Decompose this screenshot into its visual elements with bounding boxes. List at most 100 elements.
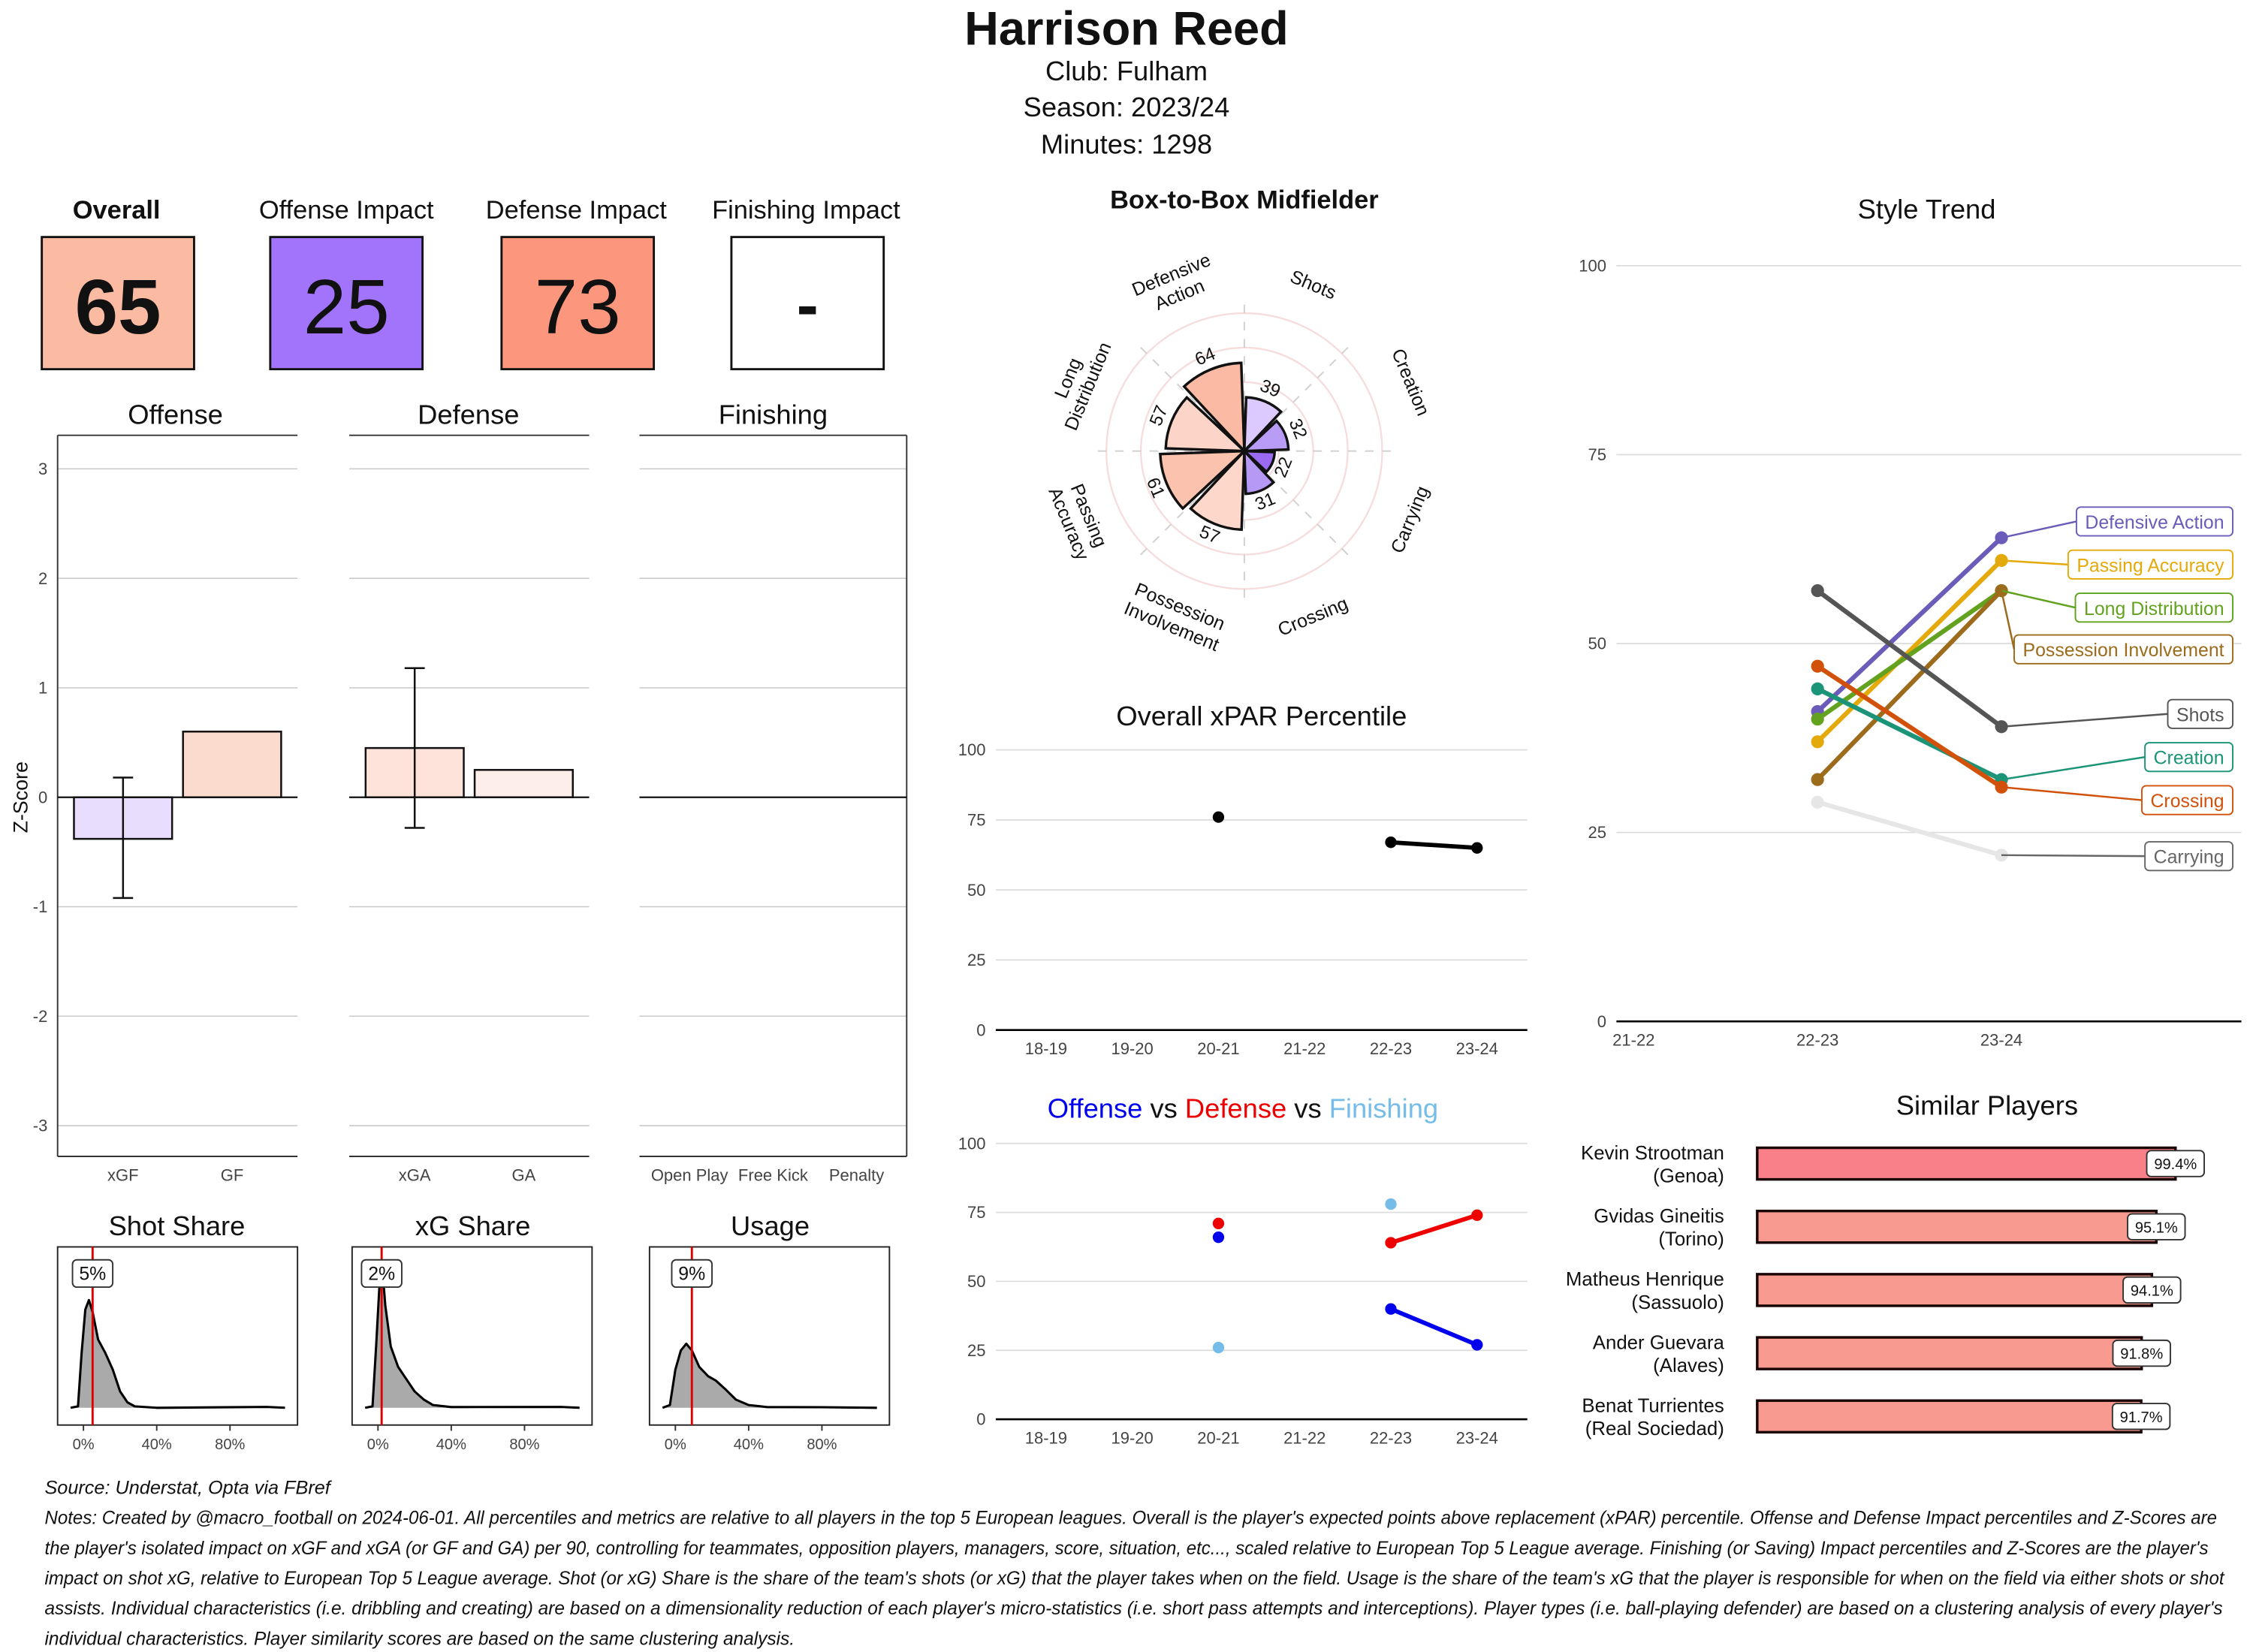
similar-players-chart: Similar Players Kevin Strootman(Genoa) 99… (1566, 1090, 2206, 1439)
x-tick-label: 40% (734, 1436, 764, 1453)
y-tick-label: -3 (33, 1117, 48, 1135)
x-tick-label: 80% (807, 1436, 837, 1453)
impact-box (269, 236, 424, 371)
x-tick-label: 20-21 (1197, 1039, 1239, 1058)
data-point (1212, 1231, 1225, 1244)
panel-frame (648, 1246, 891, 1426)
y-tick-label: 50 (1588, 635, 1606, 653)
player-name: Kevin Strootman (1581, 1143, 1724, 1164)
radar-category-label: LongDistribution (1041, 331, 1116, 434)
impact-value: 25 (303, 263, 390, 350)
panel-frame (351, 1246, 593, 1426)
y-tick-label: 100 (1579, 257, 1606, 276)
data-point (1811, 659, 1824, 673)
player-club: (Alaves) (1653, 1355, 1724, 1376)
similarity-bar (1756, 1146, 2177, 1181)
radar-category-line: Shots (1287, 266, 1339, 303)
x-tick-label: xGA (399, 1166, 431, 1185)
series-line-shots (1815, 588, 2004, 729)
footer: Source: Understat, Opta via FBref Notes:… (44, 1478, 2224, 1650)
impact-offense: Offense Impact 25 (259, 196, 434, 371)
data-point (1385, 1303, 1397, 1315)
trend-title: Style Trend (1858, 194, 1996, 225)
impact-box (730, 236, 885, 371)
data-point (1471, 1209, 1483, 1221)
radar-value-label: 32 (1285, 416, 1311, 442)
y-tick-label: 25 (967, 951, 985, 969)
label-leader-line (2001, 713, 2168, 728)
x-tick-label: 80% (215, 1436, 245, 1453)
data-point (1212, 811, 1225, 823)
player-name: Gvidas Gineitis (1594, 1206, 1724, 1227)
data-point (1811, 773, 1824, 786)
y-tick-label: 0 (1597, 1012, 1606, 1031)
series-line-defense (1389, 1213, 1479, 1245)
x-tick-label: 23-24 (1456, 1039, 1498, 1058)
facet-title-offense: Offense (128, 399, 223, 430)
density-curve (70, 1298, 285, 1409)
radar-category-line: Creation (1387, 345, 1434, 419)
y-axis-label: Z-Score (10, 761, 32, 833)
style-trend-chart: Style Trend 0 25 50 75 100 21-22 22-23 23-24 Def… (1579, 194, 2242, 1050)
data-point (1212, 1341, 1225, 1354)
series-label-carrying: Carrying (2154, 847, 2224, 868)
x-tick-label: 19-20 (1111, 1039, 1154, 1058)
impact-label: Finishing Impact (712, 196, 900, 225)
x-tick-label: 23-24 (1980, 1031, 2022, 1050)
radar-category-label: PossessionInvolvement (1121, 577, 1231, 656)
data-point (1385, 1198, 1397, 1210)
impact-label: Offense Impact (259, 196, 434, 225)
xpar-title: Overall xPAR Percentile (1116, 701, 1407, 731)
radar-title: Box-to-Box Midfielder (1110, 185, 1379, 214)
series-line-crossing (1815, 664, 2004, 790)
radar-bar-possession-involvement (1189, 448, 1246, 532)
bar-GF (182, 731, 282, 798)
title-vs: vs (1286, 1093, 1329, 1123)
player-club: (Sassuolo) (1631, 1292, 1724, 1313)
label-leader-line (2000, 590, 2016, 650)
data-point (1811, 795, 1824, 809)
radar-bar-shots (1242, 396, 1283, 455)
bar-GA (473, 769, 574, 798)
similarity-label: 91.7% (2120, 1409, 2163, 1426)
y-tick-label: 75 (967, 811, 985, 830)
player-name: Matheus Henrique (1566, 1269, 1724, 1290)
x-tick-label: 22-23 (1796, 1031, 1838, 1050)
radar-category-label: DefensiveAction (1129, 249, 1222, 321)
impact-box (500, 236, 656, 371)
radar-value-label: 57 (1146, 402, 1172, 429)
radar-category-label: Crossing (1275, 593, 1351, 641)
share-density-charts: Shot Share xG Share Usage 5% 0% 40% 80% 2% 0%… (56, 1210, 891, 1453)
radar-value-label: 64 (1192, 344, 1218, 370)
player-club: (Real Sociedad) (1585, 1418, 1724, 1439)
impact-value: 65 (75, 263, 161, 350)
similarity-bar (1756, 1209, 2158, 1244)
radar-bar-passing-accuracy (1159, 449, 1248, 511)
density-area (71, 1300, 285, 1408)
data-point (1385, 837, 1397, 849)
player-type-polar-chart: Box-to-Box Midfielder 39Shots32Creation2… (1041, 185, 1434, 656)
y-tick-label: 50 (967, 1272, 985, 1291)
notes-line: the player's isolated impact on xGF and … (44, 1538, 2208, 1559)
series-line-carrying (1815, 800, 2004, 858)
similarity-bar (1756, 1336, 2143, 1370)
radar-category-label: Shots (1287, 266, 1339, 303)
x-tick-label: 18-19 (1025, 1429, 1067, 1448)
y-tick-label: 75 (967, 1203, 985, 1222)
panel-frame (56, 1246, 299, 1426)
title-defense: Defense (1185, 1093, 1286, 1123)
impact-overall: Overall 65 (41, 196, 195, 371)
similar-title: Similar Players (1896, 1090, 2078, 1121)
x-tick-label: Penalty (829, 1166, 884, 1185)
label-leader-line (2001, 785, 2143, 801)
radar-bar-defensive-action (1182, 361, 1246, 455)
offense-defense-finishing-chart: Offense vs Defense vs Finishing 0 25 50 75 1… (958, 1093, 1528, 1448)
data-point (1471, 1339, 1483, 1351)
notes-line: assists. Individual characteristics (i.e… (44, 1598, 2223, 1619)
impact-finishing: Finishing Impact - (712, 196, 900, 371)
notes-line: impact on shot xG, relative to European … (44, 1568, 2224, 1589)
series-line-possession-involvement (1815, 588, 2004, 782)
series-label-creation: Creation (2154, 748, 2224, 769)
y-tick-label: 25 (1588, 823, 1606, 842)
data-point (1212, 1217, 1225, 1229)
